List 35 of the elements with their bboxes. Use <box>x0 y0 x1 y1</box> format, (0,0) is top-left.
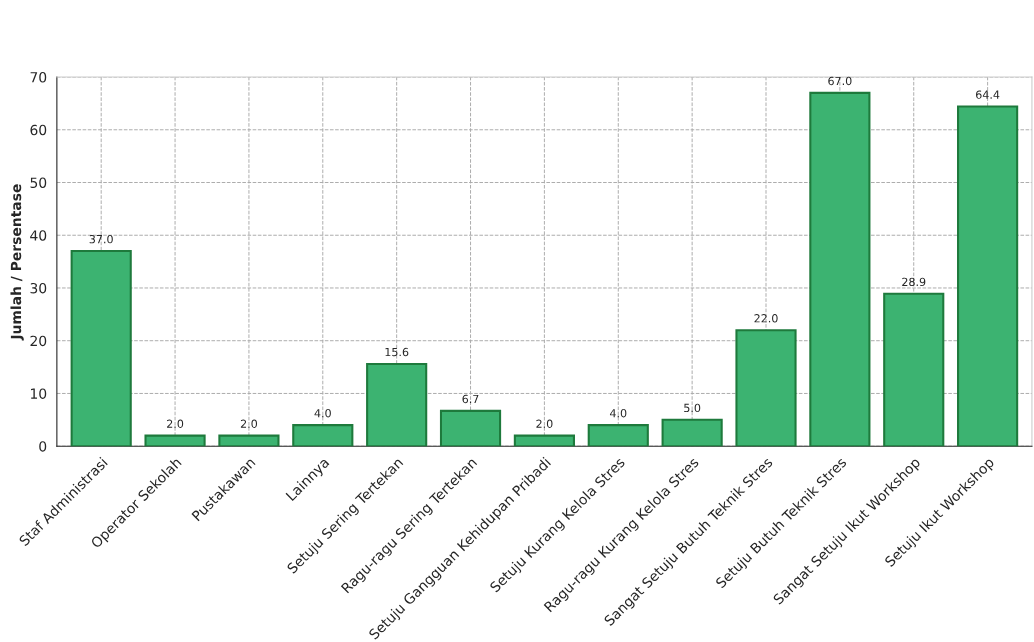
data-label: 4.0 <box>314 408 331 418</box>
bar <box>587 424 649 447</box>
data-label: 4.0 <box>609 408 627 418</box>
data-label: 2.0 <box>167 419 184 428</box>
y-axis-title: Jumlah / Persentase <box>10 184 24 341</box>
bar <box>809 91 871 447</box>
bar <box>70 250 132 447</box>
data-label: 64.4 <box>976 90 1000 99</box>
bar <box>292 424 354 447</box>
bar <box>735 329 797 447</box>
y-tick-label: 20 <box>30 335 47 347</box>
data-label: 2.0 <box>536 419 553 428</box>
bar <box>957 105 1019 447</box>
y-tick-label: 10 <box>31 388 47 399</box>
y-tick-label: 60 <box>30 124 47 136</box>
data-label: 2.0 <box>240 419 258 428</box>
data-label: 5.0 <box>684 403 701 413</box>
bar <box>144 434 206 447</box>
bar <box>513 434 575 447</box>
y-tick-label: 0 <box>39 441 47 452</box>
bar <box>366 362 428 447</box>
data-label: 28.9 <box>902 277 926 287</box>
data-label: 6.7 <box>462 394 479 404</box>
data-label: 15.6 <box>385 347 409 357</box>
y-tick-label: 30 <box>30 282 47 294</box>
bar <box>439 409 502 447</box>
y-tick-label: 70 <box>30 72 47 83</box>
data-label: 22.0 <box>754 314 778 323</box>
data-label: 67.0 <box>828 76 852 86</box>
bar <box>218 434 280 447</box>
y-tick-label: 40 <box>30 230 47 241</box>
y-tick-label: 50 <box>30 177 47 188</box>
bar <box>661 418 723 447</box>
bar <box>883 292 945 447</box>
data-label: 37.0 <box>89 234 113 244</box>
